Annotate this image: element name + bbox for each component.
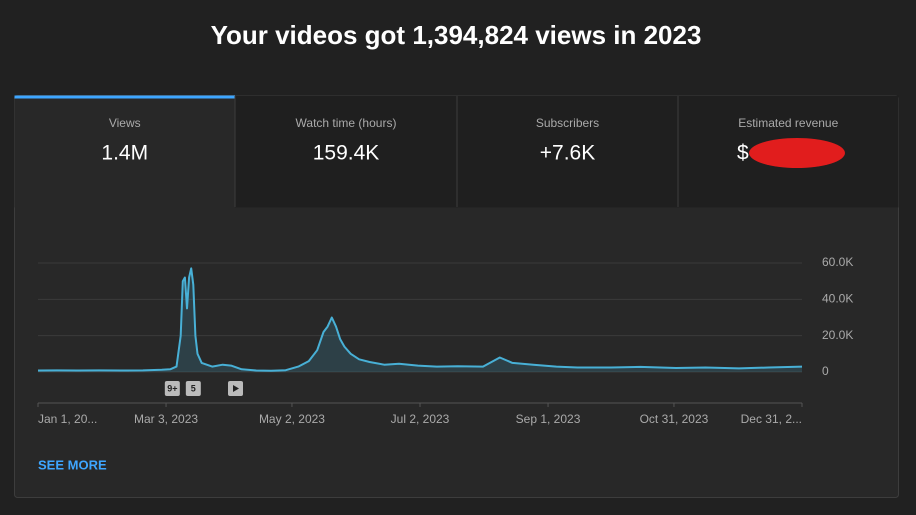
area [38,268,802,372]
tab-label: Subscribers [536,116,599,130]
play-icon [233,385,239,392]
annotation-label: 9+ [167,383,177,393]
tab-value: $ [737,142,749,165]
tab-value: 1.4M [101,142,148,165]
redaction [749,138,845,168]
tab-label: Watch time (hours) [296,116,397,130]
x-tick-label: Jan 1, 20... [38,412,97,426]
x-tick-label: Oct 31, 2023 [640,412,709,426]
tab-label: Estimated revenue [738,116,838,130]
annotation-marker[interactable] [185,381,201,396]
tab[interactable] [14,95,236,208]
x-tick-label: May 2, 2023 [259,412,325,426]
x-tick-label: Sep 1, 2023 [516,412,581,426]
tab-value: 159.4K [313,142,380,165]
tab-label: Views [109,116,141,130]
y-tick-label: 20.0K [822,328,853,342]
x-tick-label: Dec 31, 2... [741,412,802,426]
tab[interactable] [235,95,457,208]
see-more-link[interactable]: SEE MORE [38,457,107,472]
tab-value: +7.6K [540,142,595,165]
annotation-label: 5 [191,383,196,393]
x-tick-label: Jul 2, 2023 [391,412,450,426]
page-title: Your videos got 1,394,824 views in 2023 [211,20,702,50]
tab-indicator [14,95,235,99]
y-tick-label: 0 [822,364,829,378]
tab[interactable] [457,95,678,208]
annotation-marker[interactable] [164,381,180,396]
x-tick-label: Mar 3, 2023 [134,412,198,426]
chart: 0 20.0K 40.0K 60.0K Jan 1, 20... Mar 3, 2023 M… [37,255,853,426]
y-tick-label: 40.0K [822,292,853,306]
y-tick-label: 60.0K [822,255,853,269]
line [37,267,803,372]
